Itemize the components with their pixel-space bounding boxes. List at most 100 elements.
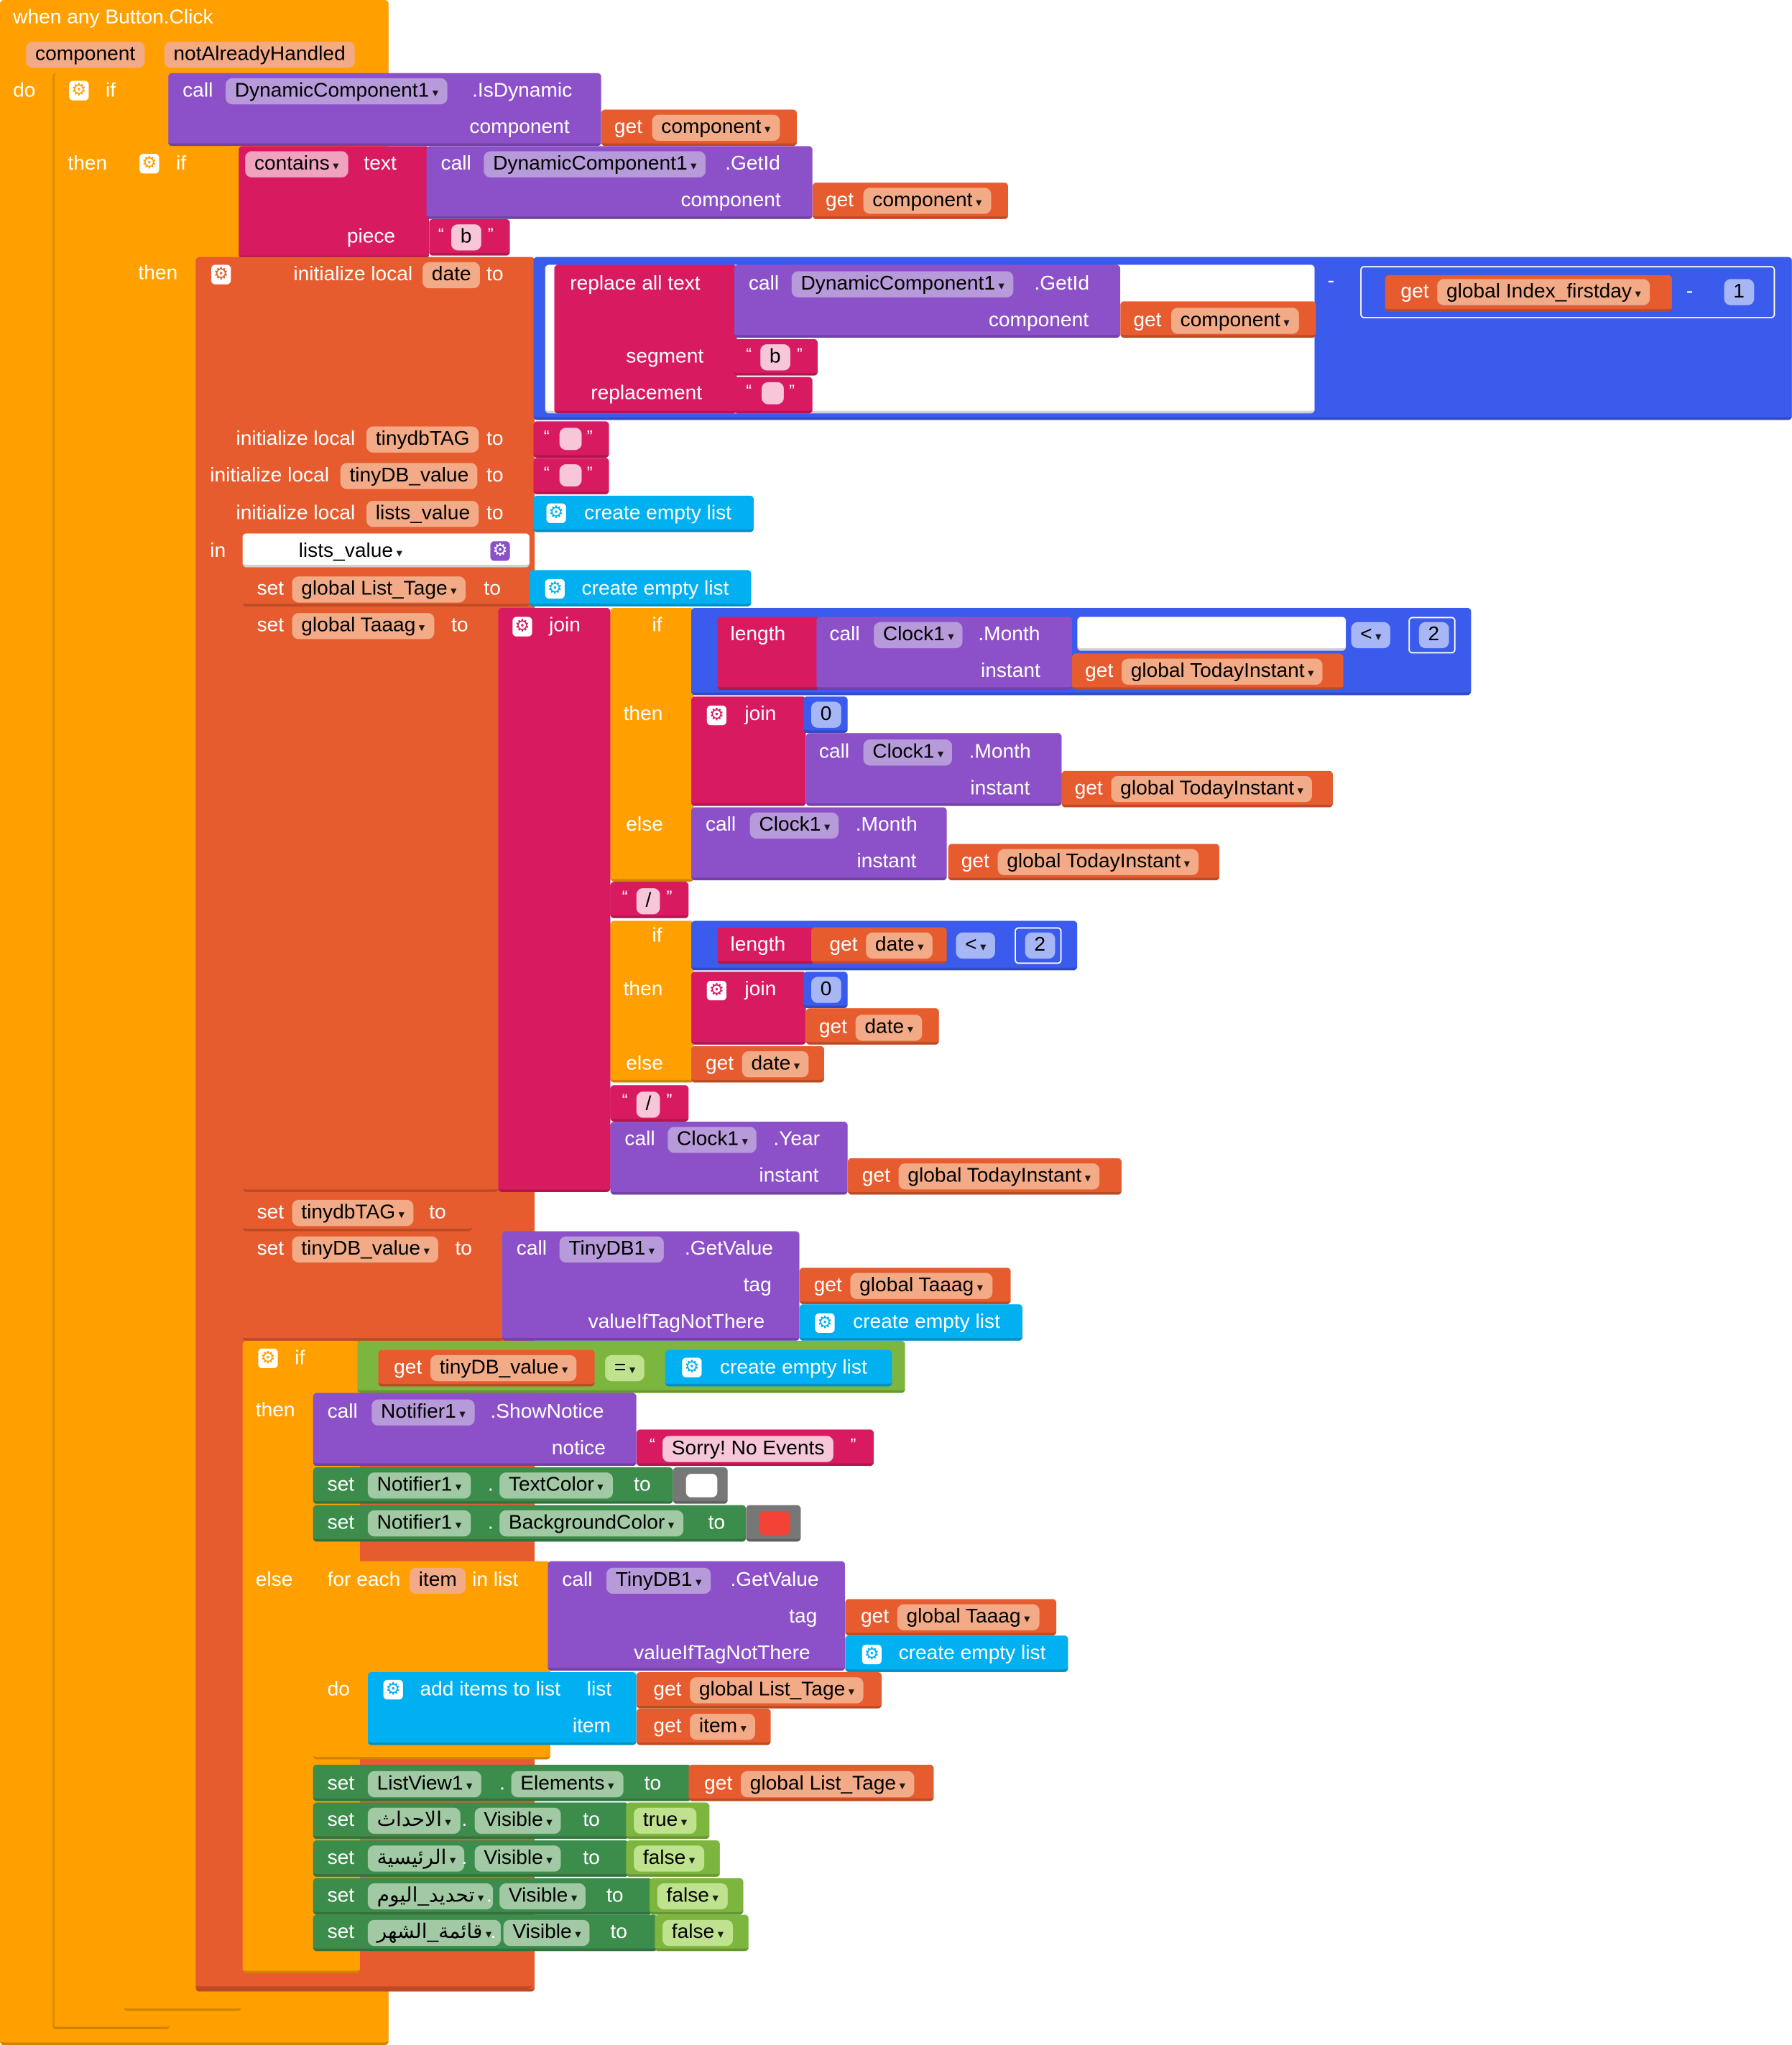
gear-icon[interactable]	[512, 614, 532, 638]
component-dropdown[interactable]: TinyDB1	[606, 1567, 711, 1594]
var-dropdown[interactable]: date	[855, 1015, 923, 1041]
var-dropdown[interactable]: global Taaag	[897, 1604, 1040, 1630]
text-value-empty[interactable]	[559, 464, 582, 487]
component-dropdown[interactable]: Notifier1	[367, 1510, 471, 1537]
event-param-notalreadyhandled[interactable]: notAlreadyHandled	[164, 42, 355, 68]
var-dropdown[interactable]: global List_Tage	[690, 1677, 864, 1704]
var-dropdown[interactable]: tinydbTAG	[292, 1199, 414, 1227]
component-dropdown[interactable]: Clock1	[668, 1127, 757, 1153]
number-value[interactable]: 0	[810, 977, 841, 1003]
create-empty-list-block[interactable]	[665, 1349, 892, 1387]
component-dropdown[interactable]: الرئيسية	[367, 1845, 465, 1872]
length-block[interactable]	[717, 617, 819, 691]
loop-var-name[interactable]: item	[409, 1567, 466, 1594]
create-empty-list-block[interactable]	[799, 1304, 1023, 1341]
component-dropdown[interactable]: DynamicComponent1	[226, 78, 448, 105]
var-dropdown[interactable]: date	[742, 1051, 809, 1078]
add-items-block[interactable]	[367, 1671, 637, 1745]
set-global-block[interactable]	[242, 607, 499, 1193]
component-dropdown[interactable]: Clock1	[749, 812, 839, 839]
compare-op-dropdown[interactable]: <	[1351, 622, 1391, 649]
component-dropdown[interactable]: الاحداث	[367, 1807, 461, 1834]
component-dropdown[interactable]: ListView1	[367, 1771, 481, 1798]
replace-all-text-block[interactable]	[554, 264, 737, 414]
component-dropdown[interactable]: Clock1	[874, 622, 964, 649]
var-dropdown[interactable]: date	[866, 932, 933, 959]
number-value[interactable]: 2	[1025, 932, 1055, 959]
text-value[interactable]: b	[451, 224, 481, 251]
property-dropdown[interactable]: BackgroundColor	[499, 1510, 683, 1537]
set-visible-block[interactable]	[313, 1840, 629, 1877]
component-dropdown[interactable]: DynamicComponent1	[484, 151, 706, 177]
compare-op-dropdown[interactable]: <	[956, 932, 996, 959]
color-swatch-white[interactable]	[685, 1474, 718, 1497]
component-dropdown[interactable]: تحديد_اليوم	[367, 1883, 493, 1910]
var-dropdown[interactable]: global Index_firstday	[1437, 279, 1650, 305]
component-dropdown[interactable]: Notifier1	[371, 1399, 475, 1426]
var-dropdown[interactable]: global TodayInstant	[898, 1163, 1100, 1190]
property-dropdown[interactable]: Visible	[474, 1845, 562, 1872]
inline-if-block[interactable]	[610, 607, 694, 882]
local-var-name[interactable]: lists_value	[366, 500, 479, 527]
var-dropdown[interactable]: global TodayInstant	[1111, 775, 1313, 803]
component-dropdown[interactable]: Clock1	[863, 739, 953, 766]
gear-icon[interactable]	[490, 539, 510, 562]
text-value-empty[interactable]	[559, 428, 582, 451]
var-dropdown[interactable]: global List_Tage	[292, 576, 466, 603]
call-shownotice-block[interactable]	[313, 1393, 637, 1467]
gear-icon[interactable]	[546, 501, 566, 525]
var-dropdown[interactable]: component	[652, 114, 780, 142]
join-block[interactable]	[498, 607, 611, 1193]
text-value[interactable]: Sorry! No Events	[662, 1436, 834, 1462]
number-value[interactable]: 1	[1724, 279, 1754, 305]
number-value[interactable]: 2	[1418, 622, 1449, 649]
inline-if-block[interactable]	[610, 920, 694, 1083]
gear-icon[interactable]	[69, 78, 89, 102]
text-value[interactable]: /	[636, 1091, 661, 1118]
text-value-empty[interactable]	[762, 382, 784, 405]
number-value[interactable]: 0	[810, 701, 841, 728]
component-dropdown[interactable]: TinyDB1	[559, 1236, 664, 1263]
gear-icon[interactable]	[682, 1355, 702, 1379]
event-param-component[interactable]: component	[26, 42, 144, 68]
gear-icon[interactable]	[383, 1677, 403, 1701]
boolean-dropdown[interactable]: false	[662, 1919, 733, 1947]
var-dropdown[interactable]: global Taaag	[850, 1273, 992, 1299]
var-dropdown[interactable]: tinyDB_value	[430, 1354, 577, 1382]
gear-icon[interactable]	[545, 576, 565, 600]
local-var-name[interactable]: tinydbTAG	[366, 426, 479, 453]
var-dropdown[interactable]: global Taaag	[292, 613, 434, 640]
property-dropdown[interactable]: Visible	[474, 1807, 562, 1834]
set-visible-block[interactable]	[313, 1802, 629, 1839]
gear-icon[interactable]	[139, 152, 160, 175]
boolean-dropdown[interactable]: false	[634, 1845, 704, 1872]
call-year-block[interactable]	[610, 1121, 848, 1195]
var-dropdown[interactable]: tinyDB_value	[292, 1236, 439, 1263]
in-var-dropdown[interactable]: lists_value	[299, 539, 402, 566]
color-swatch-red[interactable]	[759, 1511, 790, 1536]
gear-icon[interactable]	[706, 703, 727, 726]
gear-icon[interactable]	[211, 262, 231, 286]
var-dropdown[interactable]: component	[863, 188, 991, 214]
contains-dropdown[interactable]: contains	[245, 151, 348, 177]
var-dropdown[interactable]: global TodayInstant	[1121, 658, 1324, 685]
var-dropdown[interactable]: item	[690, 1714, 756, 1740]
boolean-dropdown[interactable]: true	[634, 1807, 696, 1834]
var-dropdown[interactable]: component	[1170, 308, 1299, 334]
var-dropdown[interactable]: global List_Tage	[740, 1771, 915, 1798]
gear-icon[interactable]	[258, 1346, 278, 1370]
text-value[interactable]: b	[760, 344, 790, 371]
create-empty-list-block[interactable]	[845, 1635, 1068, 1672]
local-var-name[interactable]: date	[422, 262, 481, 289]
gear-icon[interactable]	[862, 1642, 882, 1666]
property-dropdown[interactable]: Elements	[511, 1771, 623, 1798]
text-value[interactable]: /	[636, 888, 661, 915]
property-dropdown[interactable]: Visible	[499, 1883, 586, 1910]
local-var-name[interactable]: tinyDB_value	[340, 463, 478, 489]
property-dropdown[interactable]: TextColor	[499, 1472, 613, 1499]
property-dropdown[interactable]: Visible	[503, 1919, 591, 1947]
gear-icon[interactable]	[706, 978, 727, 1002]
create-empty-list-block[interactable]	[529, 570, 752, 607]
eq-op-dropdown[interactable]: =	[605, 1354, 645, 1382]
